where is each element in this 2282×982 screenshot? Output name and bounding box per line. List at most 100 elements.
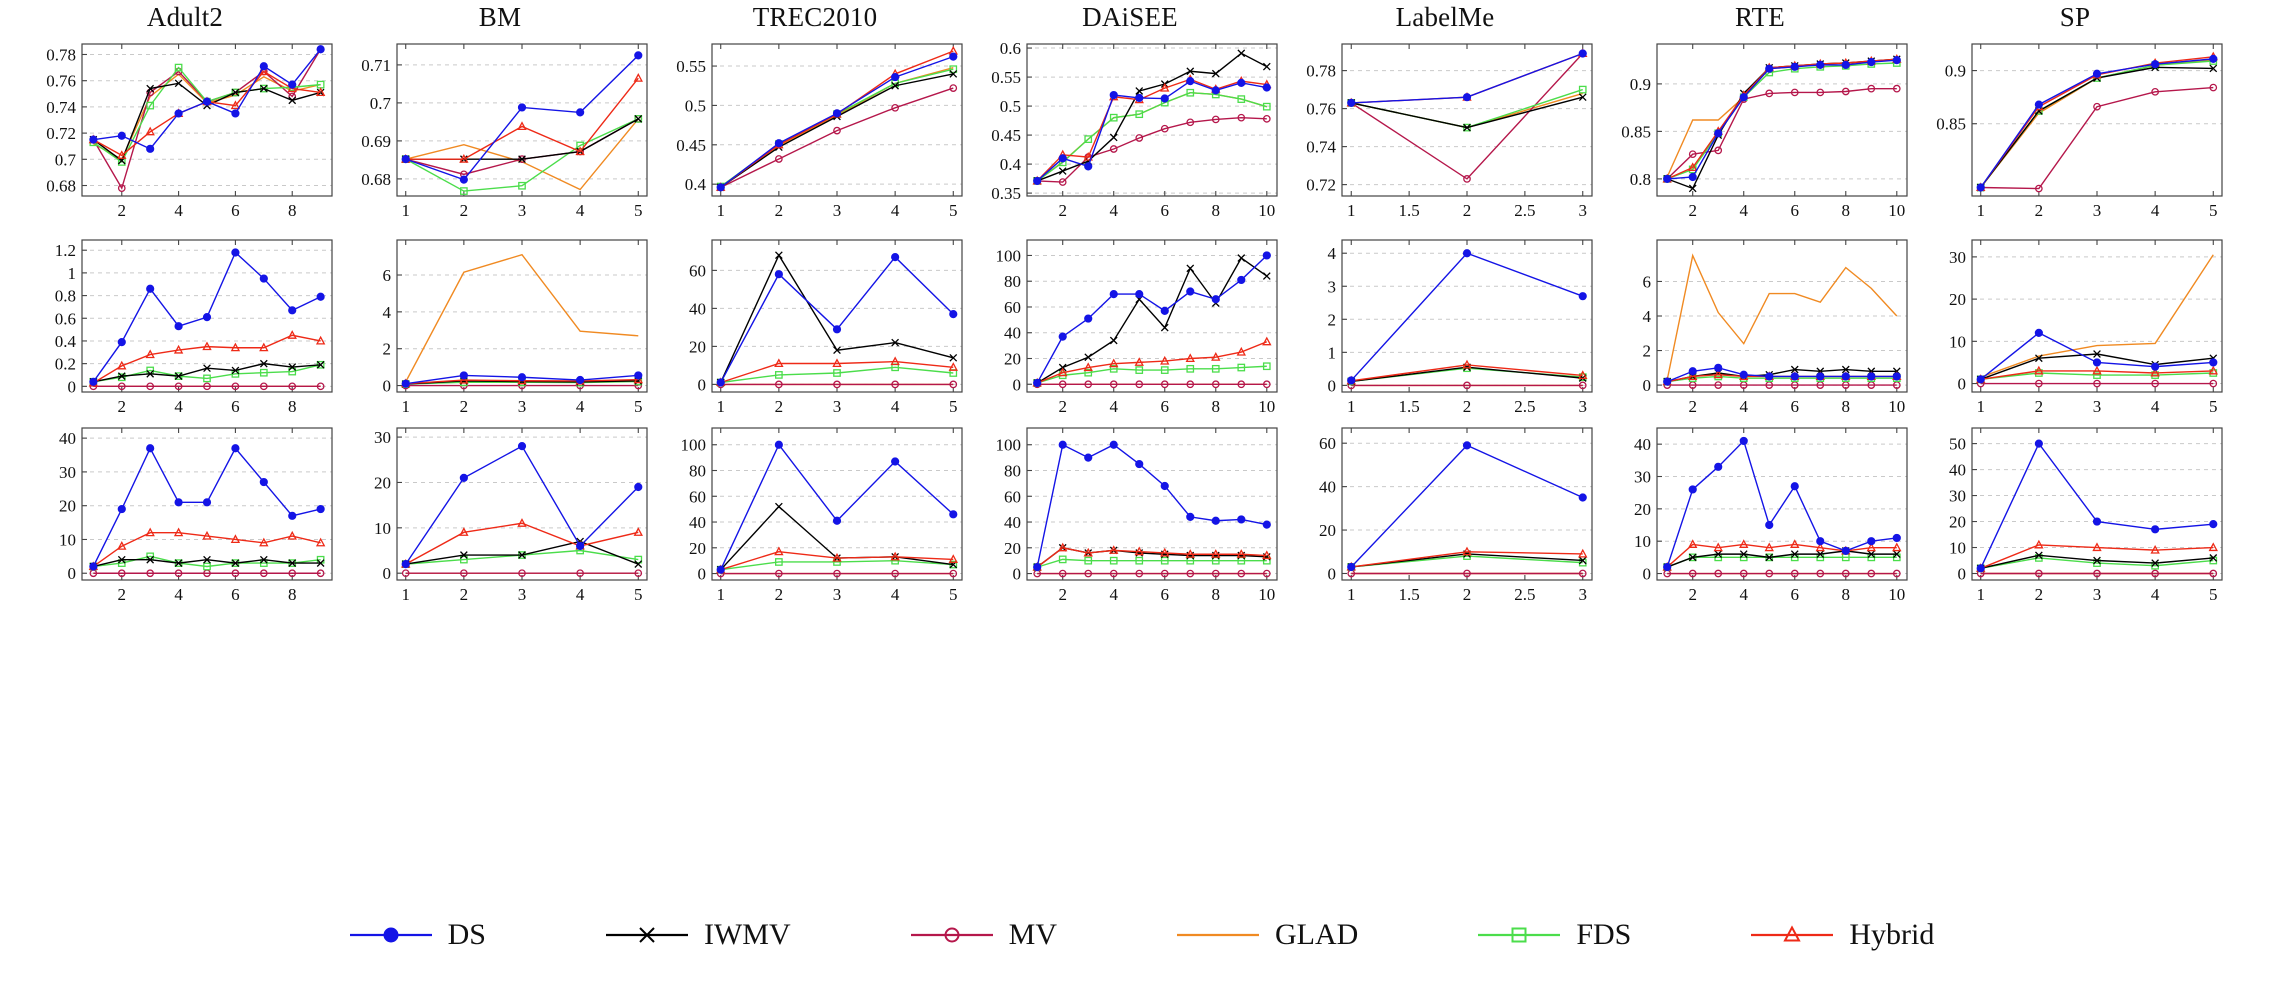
svg-text:4: 4 [891, 585, 900, 604]
series-line-hybrid [1036, 547, 1267, 568]
svg-text:1: 1 [1347, 585, 1356, 604]
svg-text:40: 40 [1949, 461, 1966, 480]
series-line-ds [92, 446, 321, 567]
svg-text:10: 10 [1888, 397, 1905, 416]
series-line-glad [1980, 254, 2214, 378]
svg-text:20: 20 [59, 497, 76, 516]
svg-text:5: 5 [949, 201, 958, 220]
series-line-iwmv [1666, 58, 1897, 190]
chart-panel-sp-row2: 0 10 20 30 1 2 3 4 5 [1920, 232, 2230, 422]
series-line-hybrid [405, 522, 639, 565]
panel-title-daisee: DAiSEE [1082, 2, 1178, 32]
svg-text:50: 50 [1949, 435, 1966, 454]
svg-text:0.7: 0.7 [370, 94, 392, 113]
series-line-mv [92, 48, 322, 190]
series-line-iwmv [1351, 366, 1583, 383]
svg-text:30: 30 [374, 428, 391, 447]
panel-title-adult2: Adult2 [146, 2, 224, 32]
svg-text:1: 1 [401, 201, 410, 220]
series-line-fds [1667, 375, 1897, 383]
svg-text:0.4: 0.4 [685, 175, 707, 194]
svg-text:2: 2 [2035, 585, 2044, 604]
chart-panel-daisee-row3: 0 20 40 60 80 100 2 4 6 8 10 [975, 420, 1285, 610]
svg-text:3: 3 [1578, 585, 1587, 604]
legend-item-mv[interactable]: MV [909, 918, 1057, 952]
series-line-hybrid [1036, 341, 1268, 384]
svg-text:4: 4 [576, 201, 585, 220]
svg-text:2: 2 [775, 397, 784, 416]
svg-text:5: 5 [2209, 585, 2218, 604]
svg-text:2: 2 [460, 585, 469, 604]
svg-text:0.69: 0.69 [361, 132, 391, 151]
svg-text:0: 0 [698, 565, 707, 584]
chart-panel-adult2-row2: 0 0.2 0.4 0.6 0.8 1 1.2 2 4 6 8 [30, 232, 340, 422]
svg-text:30: 30 [1949, 487, 1966, 506]
svg-text:5: 5 [949, 397, 958, 416]
svg-text:4: 4 [174, 397, 183, 416]
svg-text:0: 0 [698, 375, 707, 394]
svg-text:2: 2 [1688, 201, 1697, 220]
series-line-fds [1980, 557, 2214, 569]
svg-text:1: 1 [1328, 343, 1337, 362]
svg-text:5: 5 [634, 585, 643, 604]
svg-text:0: 0 [1328, 376, 1337, 395]
series-line-iwmv [92, 82, 321, 162]
svg-text:1: 1 [401, 585, 410, 604]
svg-text:0.2: 0.2 [55, 355, 76, 374]
series-line-iwmv [1036, 547, 1267, 568]
series-line-ds [1036, 443, 1267, 568]
legend-item-hybrid[interactable]: Hybrid [1749, 918, 1934, 952]
chart-panel-trec2010-row1: 0.4 0.45 0.5 0.55 1 2 3 4 5 [660, 36, 970, 226]
legend-item-iwmv[interactable]: IWMV [604, 918, 791, 952]
legend-label-hybrid: Hybrid [1849, 918, 1935, 951]
svg-text:4: 4 [576, 585, 585, 604]
svg-text:8: 8 [1212, 585, 1221, 604]
svg-text:1: 1 [1347, 397, 1356, 416]
svg-text:0: 0 [1328, 564, 1337, 583]
series-line-hybrid [720, 50, 954, 188]
panel-title-bm: BM [478, 2, 522, 32]
chart-panel-daisee-row2: 0 20 40 60 80 100 2 4 6 8 10 [975, 232, 1285, 422]
series-line-fds [1351, 555, 1583, 568]
svg-text:1: 1 [1976, 397, 1985, 416]
svg-text:8: 8 [1842, 201, 1851, 220]
svg-text:0.55: 0.55 [676, 57, 706, 76]
svg-text:2: 2 [460, 397, 469, 416]
svg-text:0.76: 0.76 [46, 72, 76, 91]
svg-text:0.6: 0.6 [1000, 39, 1021, 58]
svg-text:20: 20 [1949, 290, 1966, 309]
series-line-mv [1350, 53, 1584, 180]
series-line-hybrid [1351, 551, 1583, 568]
svg-text:20: 20 [689, 539, 706, 558]
svg-text:10: 10 [59, 530, 76, 549]
svg-text:30: 30 [59, 463, 76, 482]
legend-swatch-none [1176, 933, 1259, 937]
svg-text:4: 4 [1328, 244, 1337, 263]
legend-item-fds[interactable]: FDS [1476, 918, 1631, 952]
legend-swatch-open-square [1478, 927, 1561, 943]
svg-text:0.74: 0.74 [46, 98, 76, 117]
series-line-mv [1037, 116, 1267, 183]
svg-text:20: 20 [1949, 513, 1966, 532]
series-line-iwmv [1667, 368, 1897, 383]
series-line-iwmv [1666, 550, 1897, 568]
legend-item-ds[interactable]: DS [348, 918, 486, 952]
svg-text:100: 100 [996, 436, 1022, 455]
series-line-hybrid [93, 334, 321, 384]
svg-text:5: 5 [2209, 201, 2218, 220]
svg-text:0: 0 [383, 377, 392, 396]
svg-text:0.4: 0.4 [1000, 155, 1022, 174]
legend-item-glad[interactable]: GLAD [1175, 918, 1358, 952]
legend-label-mv: MV [1008, 918, 1057, 951]
svg-text:20: 20 [1319, 521, 1336, 540]
svg-text:1.5: 1.5 [1399, 397, 1420, 416]
svg-text:2: 2 [118, 585, 127, 604]
series-line-hybrid [92, 532, 321, 568]
svg-text:1.5: 1.5 [1399, 201, 1420, 220]
svg-text:6: 6 [1791, 585, 1800, 604]
svg-text:100: 100 [681, 436, 707, 455]
svg-text:4: 4 [2151, 397, 2160, 416]
svg-text:2: 2 [1058, 397, 1067, 416]
svg-text:1.5: 1.5 [1399, 585, 1420, 604]
series-line-ds [1036, 80, 1267, 182]
